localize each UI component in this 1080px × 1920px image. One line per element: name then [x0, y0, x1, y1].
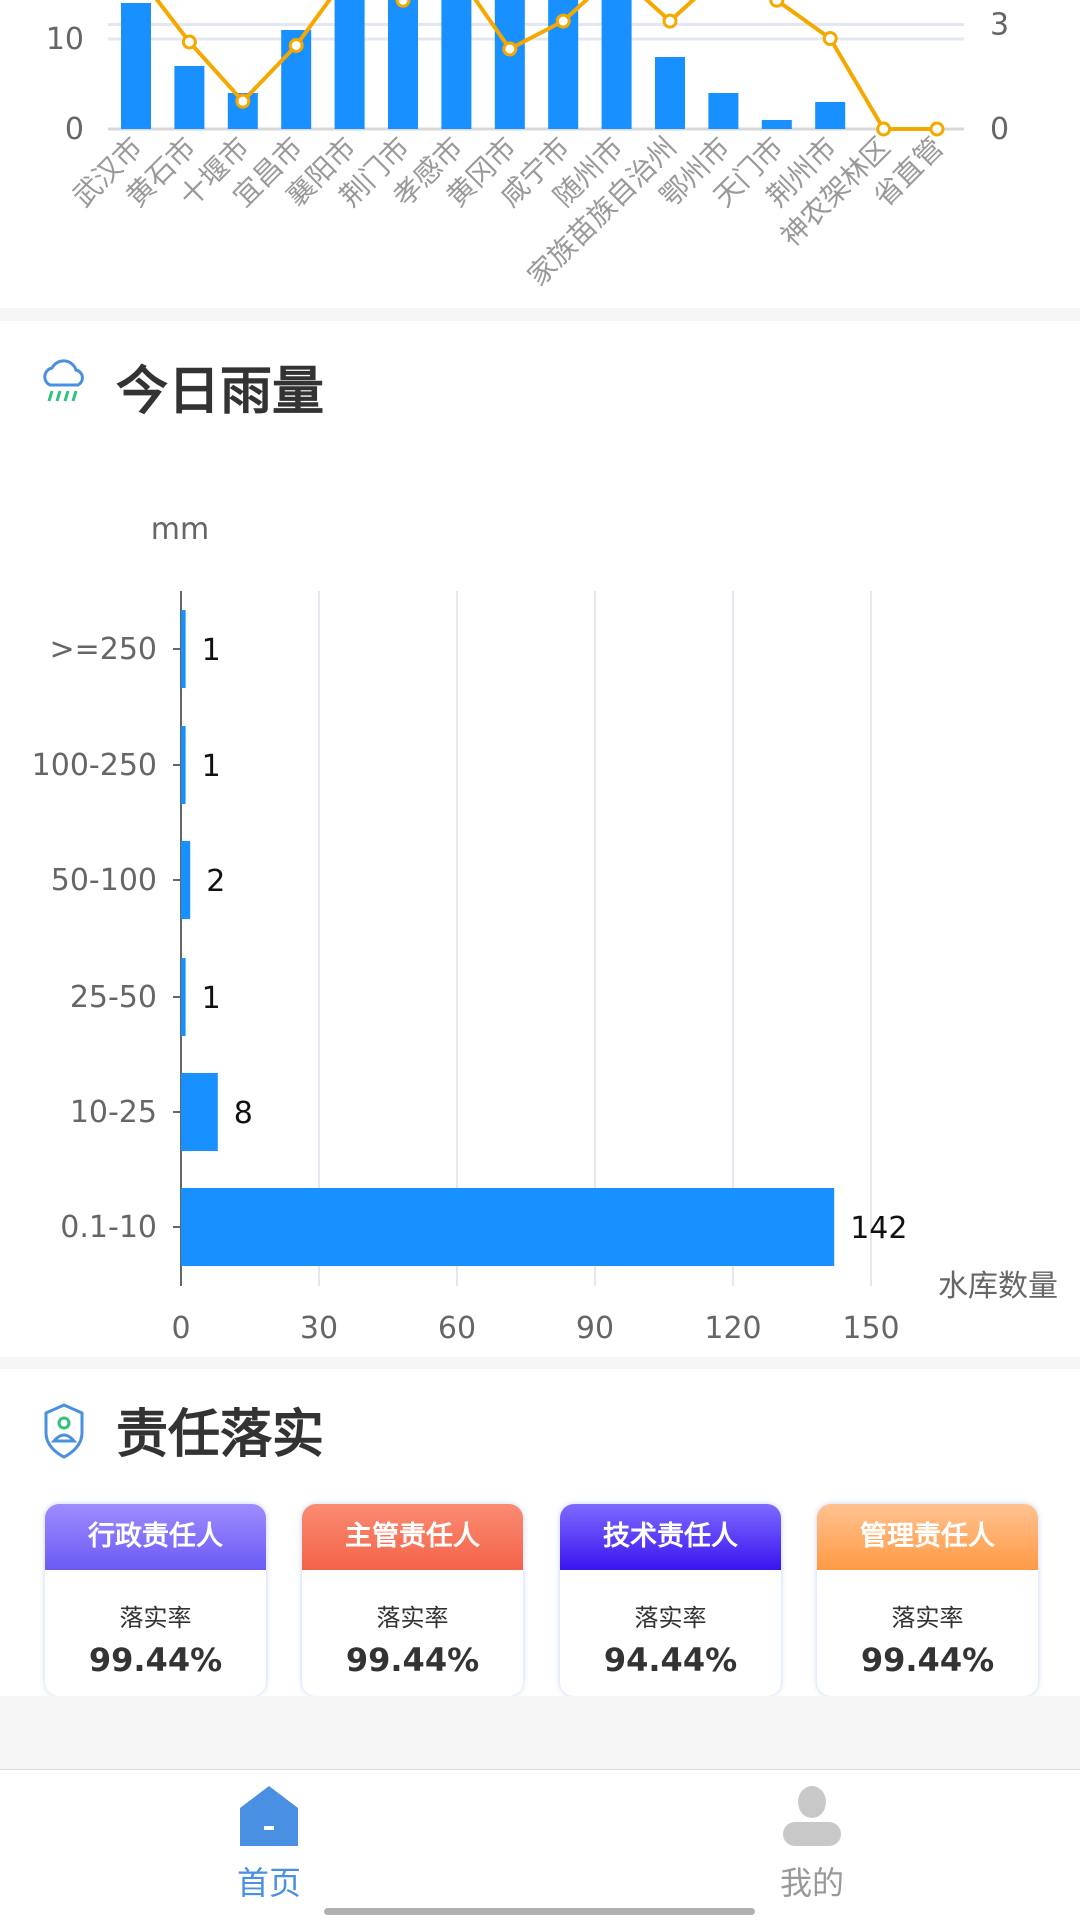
responsibility-card[interactable]: 技术责任人 落实率 94.44% [560, 1504, 781, 1696]
x-tick-label: 30 [300, 1311, 338, 1346]
bar-value-label: 8 [234, 1096, 253, 1131]
y-category-label: 50-100 [51, 863, 157, 898]
bar [815, 102, 846, 129]
responsibility-card[interactable]: 管理责任人 落实率 99.44% [817, 1504, 1038, 1696]
right-tick-label: 0 [990, 112, 1009, 147]
x-tick-label: 90 [576, 1311, 614, 1346]
nav-mine-label: 我的 [779, 1864, 844, 1902]
bar [181, 1188, 835, 1266]
user-icon [783, 1786, 841, 1846]
card-label: 落实率 [891, 1604, 964, 1632]
bar-value-label: 2 [206, 864, 225, 899]
y-axis-unit: mm [151, 512, 209, 547]
bar [121, 3, 151, 129]
line-point [555, 13, 571, 29]
bar-value-label: 1 [202, 981, 221, 1016]
line-point [395, 0, 411, 8]
x-tick-label: 120 [704, 1311, 761, 1346]
section-divider [0, 1357, 1080, 1369]
bar [181, 726, 186, 804]
responsibility-card[interactable]: 主管责任人 落实率 99.44% [302, 1504, 523, 1696]
bar [494, 0, 525, 129]
card-rate-value: 99.44% [345, 1641, 480, 1679]
bottom-nav: 首页 我的 [0, 1769, 1080, 1920]
bar-value-label: 1 [202, 633, 221, 668]
card-title: 主管责任人 [302, 1504, 523, 1570]
responsibility-card[interactable]: 行政责任人 落实率 99.44% [45, 1504, 266, 1696]
line-point [662, 13, 678, 29]
y-category-label: >=250 [49, 632, 157, 667]
home-icon [240, 1786, 298, 1846]
bar [181, 841, 191, 919]
x-tick-label: 0 [171, 1311, 190, 1346]
home-indicator [324, 1908, 755, 1915]
bar [441, 0, 472, 129]
bar [174, 66, 205, 129]
bar [181, 1073, 218, 1151]
left-tick-label: 10 [46, 22, 84, 57]
line-point [876, 121, 892, 137]
card-title: 行政责任人 [45, 1504, 266, 1570]
card-title: 技术责任人 [560, 1504, 781, 1570]
bar [334, 0, 365, 129]
rain-cloud-icon [40, 355, 88, 415]
line-point [288, 37, 304, 53]
bar [601, 0, 632, 129]
line-point [929, 121, 945, 137]
bar [655, 57, 685, 129]
bar [388, 0, 418, 129]
bar [761, 120, 792, 129]
bar [181, 958, 186, 1036]
x-tick-label: 150 [842, 1311, 899, 1346]
rainfall-bar-chart: mm 0 30 60 90 120 150 水库数量 >=250 1 100-250 1 50-100 2… [32, 512, 1058, 1346]
line-point [769, 0, 785, 8]
bar [708, 93, 739, 129]
responsibility-section-title: 责任落实 [116, 1405, 325, 1465]
y-category-label: 10-25 [70, 1095, 157, 1130]
left-tick-label: 0 [65, 112, 84, 147]
line-point [181, 34, 197, 50]
page-bottom-padding [0, 1696, 1080, 1769]
bar-value-label: 1 [202, 749, 221, 784]
card-title: 管理责任人 [817, 1504, 1038, 1570]
shield-user-icon [40, 1401, 88, 1461]
y-category-label: 100-250 [32, 748, 157, 783]
card-rate-value: 99.44% [860, 1641, 995, 1679]
rain-section-title: 今日雨量 [116, 362, 325, 422]
line-point [235, 93, 251, 109]
y-category-label: 0.1-10 [60, 1210, 157, 1245]
card-rate-value: 94.44% [603, 1641, 738, 1679]
bar-value-label: 142 [850, 1211, 907, 1246]
x-axis-title: 水库数量 [938, 1269, 1058, 1304]
card-rate-value: 99.44% [88, 1641, 223, 1679]
line-series [154, 0, 937, 131]
bar [181, 610, 186, 688]
line-point [822, 31, 838, 47]
card-label: 落实率 [634, 1604, 707, 1632]
card-label: 落实率 [119, 1604, 192, 1632]
card-label: 落实率 [376, 1604, 449, 1632]
right-tick-label: 3 [990, 8, 1009, 43]
nav-home-label: 首页 [236, 1864, 301, 1902]
section-divider [0, 308, 1080, 321]
line-point [502, 41, 518, 57]
x-tick-label: 60 [438, 1311, 476, 1346]
city-bar-line-chart: 01003武汉市黄石市十堰市宜昌市襄阳市荆门市孝感市黄冈市咸宁市随州市家族苗族自… [46, 0, 1009, 293]
y-category-label: 25-50 [70, 980, 157, 1015]
